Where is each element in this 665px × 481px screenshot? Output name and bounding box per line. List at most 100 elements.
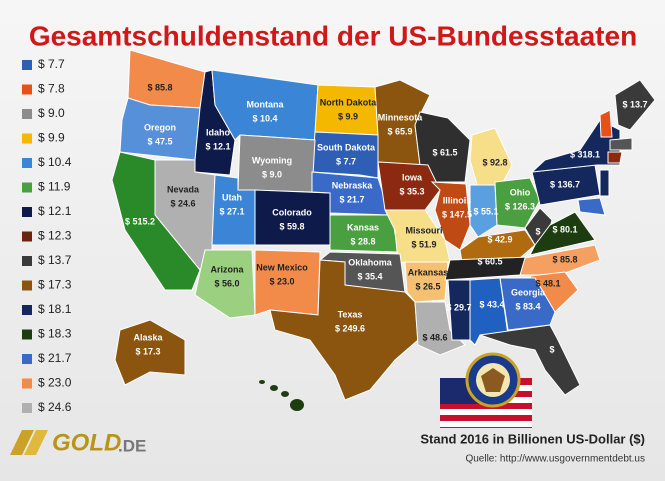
legend-swatch	[22, 305, 32, 315]
state-value: $ 136.7	[550, 179, 580, 189]
legend-swatch	[22, 280, 32, 291]
us-map	[111, 49, 656, 411]
title: Gesamtschuldenstand der US-Bundesstaaten	[29, 20, 637, 51]
state-value: $ 318.1	[570, 149, 600, 159]
state-name: Arizona	[210, 264, 244, 274]
state-shape	[414, 111, 471, 183]
state-name: Nevada	[167, 184, 200, 194]
legend-label: $ 21.7	[38, 351, 72, 365]
legend-swatch	[22, 182, 32, 193]
state-name: Alaska	[133, 332, 163, 342]
state-name: Texas	[338, 309, 363, 319]
legend-label: $ 17.3	[38, 278, 72, 292]
state-value: $ 60.5	[477, 256, 502, 266]
state-shape	[577, 197, 606, 216]
legend-label: $ 12.3	[38, 229, 72, 243]
legend-label: $ 18.1	[38, 302, 72, 316]
source: Quelle: http://www.usgovernmentdebt.us	[465, 454, 645, 465]
legend-label: $ 12.1	[38, 204, 72, 218]
state-value: $ 48.1	[535, 278, 560, 288]
state-name: Kansas	[347, 222, 379, 232]
state-name: Georgia	[511, 287, 546, 297]
state-shape	[111, 151, 201, 291]
state-value: $ 48.6	[422, 332, 447, 342]
state-value: $ 13.7	[622, 99, 647, 109]
legend-label: $ 9.0	[38, 106, 65, 120]
state-shape	[377, 161, 441, 211]
legend-swatch	[22, 109, 32, 119]
state-value: $ 29.7	[446, 302, 471, 312]
state-value: $ 28.8	[350, 236, 375, 246]
legend-label: $ 18.3	[38, 327, 72, 341]
state-name: Illinois	[443, 195, 472, 205]
state-shape	[329, 214, 399, 253]
legend-label: $ 9.9	[38, 131, 65, 145]
legend-swatch	[22, 207, 32, 217]
legend-swatch	[22, 256, 32, 266]
legend-label: $ 7.8	[38, 82, 65, 96]
legend-label: $ 24.6	[38, 400, 72, 414]
state-name: Utah	[222, 192, 242, 202]
state-value: $ 27.1	[219, 206, 244, 216]
legend-label: $ 7.7	[38, 57, 65, 71]
state-shape	[114, 319, 186, 386]
legend-label: $ 10.4	[38, 155, 72, 169]
state-value: $ 21.7	[339, 194, 364, 204]
state-shape	[614, 79, 656, 131]
state-value: $ 7.7	[336, 156, 356, 166]
state-shape	[599, 109, 613, 138]
state-value: $ 249.6	[335, 323, 365, 333]
state-name: Idaho	[206, 127, 231, 137]
legend-swatch	[22, 354, 32, 364]
legend-swatch	[22, 231, 32, 242]
legend-swatch	[22, 403, 32, 413]
state-value: $ 43.4	[479, 299, 504, 309]
state-name: Arkansas	[408, 267, 449, 277]
state-shape	[311, 131, 379, 179]
state-value: $ 51.9	[411, 239, 436, 249]
state-value: $	[549, 344, 554, 354]
state-shape	[609, 137, 633, 151]
state-shape	[127, 49, 206, 109]
legend-label: $ 23.0	[38, 376, 72, 390]
state-value: $ 24.6	[170, 198, 195, 208]
state-name: Ohio	[510, 187, 531, 197]
state-value: $ 10.4	[252, 113, 277, 123]
legend-swatch	[22, 158, 32, 168]
state-value: $ 55.1	[473, 206, 498, 216]
state-shape	[499, 277, 556, 331]
state-value: $ 35.3	[399, 186, 424, 196]
state-value: $ 147.5	[442, 209, 472, 219]
state-value: $ 92.8	[482, 157, 507, 167]
state-value: $ 9.0	[262, 169, 282, 179]
state-shape	[311, 171, 391, 216]
state-shape	[290, 399, 304, 411]
state-name: South Dakota	[317, 142, 376, 152]
state-shape	[479, 324, 581, 396]
flag-seal	[440, 352, 532, 428]
state-value: $ 9.9	[338, 111, 358, 121]
state-labels: $ 85.8 Oregon $ 47.5 Idaho $ 12.1 Montana $ 10…	[125, 82, 648, 356]
state-shape	[529, 211, 596, 256]
state-shape	[269, 259, 419, 401]
state-value: $ 85.8	[552, 254, 577, 264]
state-shape	[599, 169, 610, 197]
logo-text: GOLD	[52, 429, 121, 456]
state-shape	[259, 380, 265, 384]
legend-swatch	[22, 60, 32, 70]
state-value: $ 83.4	[515, 301, 540, 311]
state-name: New Mexico	[256, 262, 308, 272]
state-value: $ 85.8	[147, 82, 172, 92]
state-name: Montana	[247, 99, 285, 109]
state-value: $ 42.9	[487, 234, 512, 244]
logo: GOLD .DE	[10, 429, 146, 456]
legend-label: $ 11.9	[38, 180, 71, 194]
legend: $ 7.7 $ 7.8 $ 9.0 $ 9.9 $ 10.4 $ 11.9 $ 12.1 $ …	[22, 57, 72, 414]
state-name: North Dakota	[320, 97, 377, 107]
state-shape	[430, 181, 471, 251]
state-shape	[414, 301, 466, 356]
state-name: Nebraska	[332, 180, 374, 190]
state-value: $ 12.1	[205, 141, 230, 151]
state-value: $ 17.3	[135, 346, 160, 356]
